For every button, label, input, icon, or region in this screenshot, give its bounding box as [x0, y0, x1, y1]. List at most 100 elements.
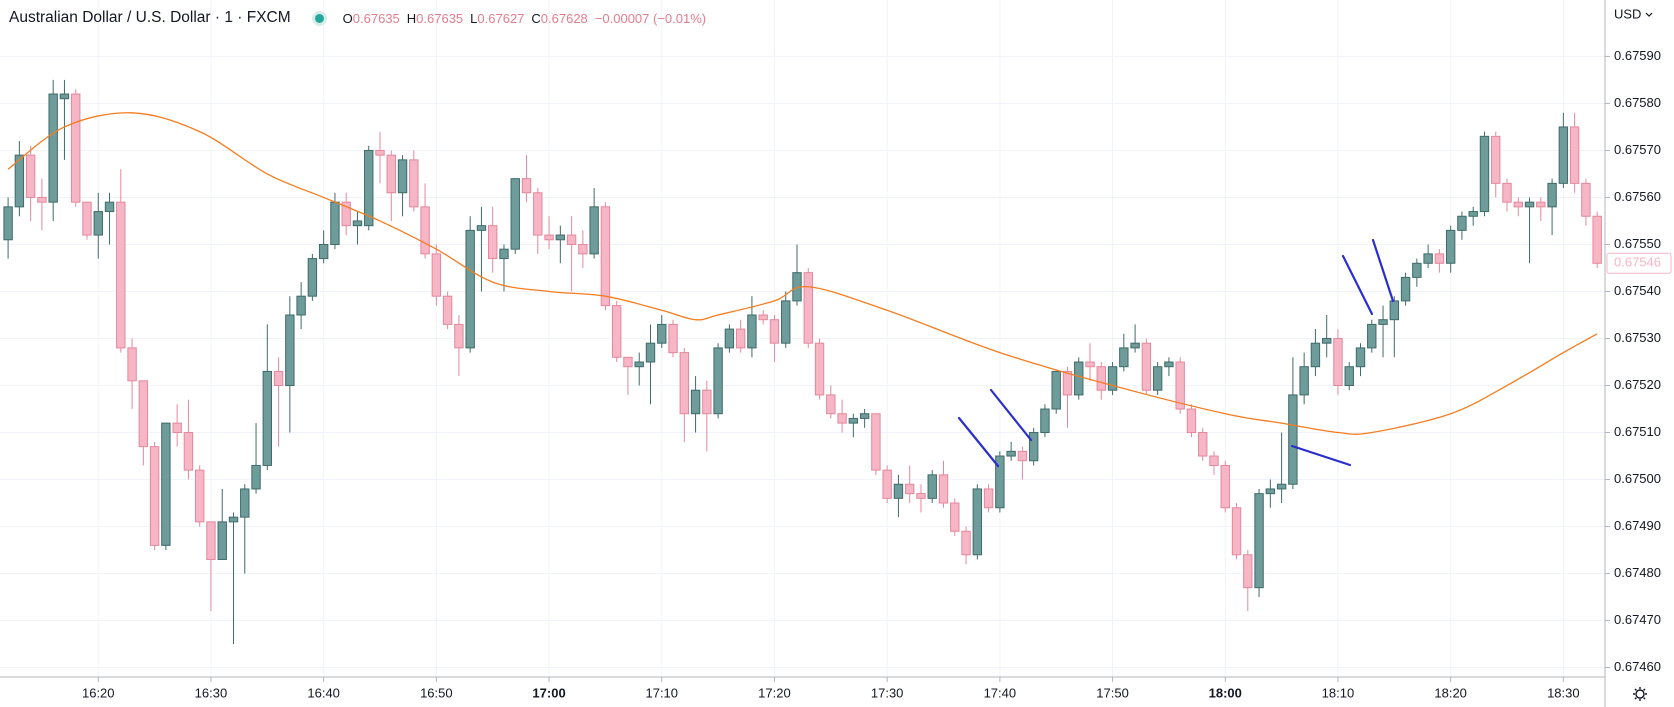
- last-price-box: [1606, 252, 1672, 274]
- candle-body: [1220, 464, 1230, 509]
- candle-body: [859, 413, 870, 419]
- candle-body: [1479, 135, 1490, 213]
- ohlc-value: 0.67628: [540, 10, 588, 26]
- x-tick-label: 18:00: [1209, 685, 1242, 700]
- candle-body: [285, 314, 295, 387]
- candle-body: [611, 305, 622, 358]
- candle-body: [307, 258, 318, 297]
- candle-body: [1536, 201, 1546, 208]
- candle-body: [228, 516, 239, 523]
- candle-body: [1209, 455, 1219, 466]
- candle-body: [1198, 432, 1208, 457]
- candle-body: [1299, 366, 1309, 396]
- x-tick-label: 17:10: [645, 685, 678, 700]
- candle-body: [206, 521, 216, 560]
- y-tick-label: 0.67530: [1614, 330, 1661, 345]
- candle-body: [724, 328, 735, 349]
- candle-body: [431, 253, 442, 297]
- moving-average-line: [7, 112, 1598, 435]
- drawn-lines: [957, 238, 1395, 468]
- candle-body: [893, 483, 904, 499]
- candle-body: [251, 464, 261, 490]
- candle-body: [1513, 201, 1523, 208]
- candle-body: [747, 314, 757, 349]
- candle-body: [1491, 135, 1501, 184]
- ohlc-key: C: [531, 10, 541, 26]
- currency-chevron[interactable]: [1645, 12, 1653, 17]
- candle-body: [59, 93, 70, 100]
- currency-label[interactable]: USD: [1614, 6, 1641, 21]
- candle-body: [93, 211, 103, 236]
- candle-body: [950, 502, 960, 532]
- candle-body: [702, 389, 712, 415]
- y-tick-label: 0.67580: [1614, 95, 1661, 110]
- candle-body: [1164, 361, 1174, 368]
- candle-body: [983, 488, 994, 509]
- candle-body: [668, 323, 678, 354]
- candle-body: [1085, 361, 1095, 368]
- market-status-dot: [314, 13, 324, 23]
- gear-core: [1635, 689, 1645, 699]
- candle-body: [273, 370, 284, 387]
- candle-body: [916, 493, 926, 499]
- x-tick-label: 17:20: [758, 685, 791, 700]
- x-tick-label: 16:20: [82, 685, 115, 700]
- candle-body: [961, 530, 971, 556]
- candle-body: [262, 370, 273, 466]
- candle-body: [82, 201, 92, 236]
- candle-body: [1119, 347, 1129, 368]
- y-tick-label: 0.67520: [1614, 377, 1661, 392]
- grid: [0, 0, 1605, 677]
- candle-body: [1141, 342, 1152, 391]
- candle-body: [544, 234, 554, 241]
- gear-teeth: [1633, 687, 1647, 701]
- x-tick-label: 17:50: [1096, 685, 1129, 700]
- trend-line: [989, 388, 1033, 442]
- x-tick-label: 18:30: [1547, 685, 1580, 700]
- ohlc-value: 0.67635: [352, 10, 400, 26]
- candle-body: [127, 347, 137, 382]
- candle-body: [454, 323, 464, 349]
- candle-body: [600, 206, 611, 307]
- y-tick-label: 0.67570: [1614, 142, 1661, 157]
- candle-body: [1457, 215, 1467, 231]
- candle-body: [1028, 432, 1039, 462]
- candle-body: [341, 201, 351, 227]
- candle-body: [623, 356, 633, 368]
- candle-body: [183, 432, 194, 471]
- candle-body: [488, 225, 498, 260]
- candle-body: [938, 474, 949, 504]
- candle-body: [1152, 366, 1163, 391]
- x-tick-label: 18:20: [1434, 685, 1467, 700]
- candle-body: [71, 93, 81, 203]
- settings-icon[interactable]: [1633, 687, 1647, 701]
- candle-body: [1254, 493, 1264, 589]
- y-tick-label: 0.67560: [1614, 189, 1661, 204]
- marks: [3, 79, 1602, 645]
- candle-body: [1524, 201, 1535, 208]
- candle-body: [420, 206, 430, 255]
- candle-body: [758, 314, 768, 321]
- candle-body: [769, 319, 780, 344]
- candle-body: [1186, 408, 1197, 434]
- ohlc-key: H: [406, 10, 417, 26]
- candle-body: [1581, 182, 1591, 217]
- candle-body: [352, 220, 363, 227]
- symbol-title: Australian Dollar / U.S. Dollar · 1 · FX…: [9, 9, 291, 26]
- candle-body: [1051, 370, 1061, 410]
- y-tick-label: 0.67510: [1614, 424, 1661, 439]
- x-tick-label: 16:30: [195, 685, 228, 700]
- candle-body: [149, 446, 160, 546]
- candle-body: [1310, 342, 1321, 368]
- y-tick-label: 0.67460: [1614, 659, 1661, 674]
- candle-body: [1107, 366, 1118, 391]
- candle-body: [116, 201, 126, 349]
- x-tick-label: 17:30: [871, 685, 904, 700]
- candle-body: [37, 196, 47, 203]
- y-tick-label: 0.67550: [1614, 236, 1661, 251]
- x-tick-label: 18:10: [1322, 685, 1355, 700]
- candle-body: [1592, 215, 1602, 264]
- candle-body: [826, 394, 836, 415]
- candle-body: [161, 422, 171, 546]
